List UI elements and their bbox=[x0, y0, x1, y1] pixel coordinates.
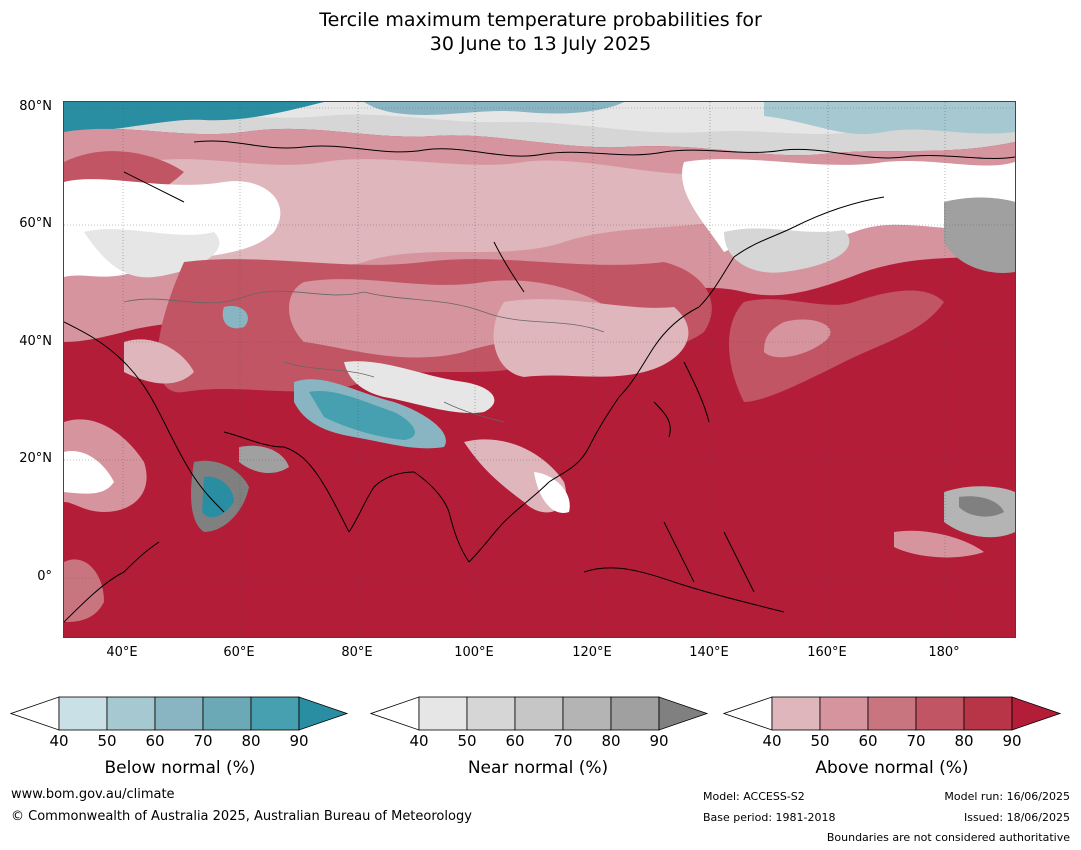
colorbar-segment bbox=[963, 696, 1013, 731]
lat-label-60n: 60°N bbox=[19, 216, 52, 231]
colorbar-segment bbox=[466, 696, 516, 731]
lon-label-120e: 120°E bbox=[572, 645, 612, 660]
issued-date: Issued: 18/06/2025 bbox=[963, 811, 1070, 824]
colorbar-tick-label: 60 bbox=[858, 732, 878, 750]
colorbar-above-label: Above normal (%) bbox=[815, 758, 969, 778]
colorbar-segment bbox=[915, 696, 965, 731]
map-title: Tercile maximum temperature probabilitie… bbox=[0, 8, 1081, 56]
copyright-text: © Commonwealth of Australia 2025, Austra… bbox=[11, 809, 472, 824]
colorbar-tick-label: 40 bbox=[49, 732, 69, 750]
lon-label-60e: 60°E bbox=[223, 645, 255, 660]
colorbar-segment bbox=[418, 696, 468, 731]
colorbar-segment bbox=[819, 696, 869, 731]
colorbar-above-normal bbox=[723, 696, 1062, 731]
title-line-2: 30 June to 13 July 2025 bbox=[429, 33, 652, 55]
colorbar-segment bbox=[610, 696, 660, 731]
colorbar-near-normal bbox=[370, 696, 709, 731]
colorbar-segment bbox=[867, 696, 917, 731]
colorbar-near-label: Near normal (%) bbox=[467, 758, 609, 778]
model-name: Model: ACCESS-S2 bbox=[703, 790, 805, 803]
colorbar-tick-label: 80 bbox=[241, 732, 261, 750]
colorbar-tick-label: 70 bbox=[906, 732, 926, 750]
lon-label-80e: 80°E bbox=[341, 645, 373, 660]
colorbar-segment bbox=[58, 696, 108, 731]
base-period: Base period: 1981-2018 bbox=[703, 811, 836, 824]
colorbar-segment bbox=[154, 696, 204, 731]
model-run-date: Model run: 16/06/2025 bbox=[944, 790, 1070, 803]
colorbar-extend-high bbox=[658, 696, 709, 731]
lon-label-40e: 40°E bbox=[106, 645, 138, 660]
title-line-1: Tercile maximum temperature probabilitie… bbox=[319, 9, 762, 31]
lon-label-180: 180° bbox=[928, 645, 960, 660]
probability-map bbox=[63, 101, 1016, 638]
map-canvas bbox=[64, 102, 1015, 637]
website-link[interactable]: www.bom.gov.au/climate bbox=[11, 787, 175, 802]
colorbar-tick-label: 90 bbox=[289, 732, 309, 750]
colorbar-segment bbox=[562, 696, 612, 731]
colorbar-extend-high bbox=[298, 696, 349, 731]
boundaries-disclaimer: Boundaries are not considered authoritat… bbox=[826, 831, 1070, 844]
colorbar-segment bbox=[771, 696, 821, 731]
lat-label-80n: 80°N bbox=[19, 99, 52, 114]
colorbar-tick-label: 50 bbox=[457, 732, 477, 750]
lat-label-20n: 20°N bbox=[19, 451, 52, 466]
colorbar-tick-label: 40 bbox=[762, 732, 782, 750]
lon-label-100e: 100°E bbox=[454, 645, 494, 660]
colorbar-tick-label: 50 bbox=[810, 732, 830, 750]
lon-label-140e: 140°E bbox=[689, 645, 729, 660]
colorbar-segment bbox=[106, 696, 156, 731]
colorbar-tick-label: 60 bbox=[145, 732, 165, 750]
colorbar-segment bbox=[250, 696, 300, 731]
colorbar-tick-label: 60 bbox=[505, 732, 525, 750]
colorbar-extend-low bbox=[10, 696, 60, 731]
colorbar-tick-label: 70 bbox=[553, 732, 573, 750]
colorbar-extend-low bbox=[723, 696, 773, 731]
lon-label-160e: 160°E bbox=[807, 645, 847, 660]
lat-label-40n: 40°N bbox=[19, 334, 52, 349]
colorbar-extend-high bbox=[1011, 696, 1062, 731]
colorbar-tick-label: 50 bbox=[97, 732, 117, 750]
colorbar-extend-low bbox=[370, 696, 420, 731]
colorbar-segment bbox=[514, 696, 564, 731]
colorbar-below-normal bbox=[10, 696, 349, 731]
colorbar-tick-label: 70 bbox=[193, 732, 213, 750]
colorbar-segment bbox=[202, 696, 252, 731]
colorbar-below-label: Below normal (%) bbox=[104, 758, 256, 778]
colorbar-tick-label: 90 bbox=[649, 732, 669, 750]
colorbar-tick-label: 80 bbox=[954, 732, 974, 750]
colorbar-tick-label: 80 bbox=[601, 732, 621, 750]
colorbar-tick-label: 40 bbox=[409, 732, 429, 750]
colorbar-tick-label: 90 bbox=[1002, 732, 1022, 750]
lat-label-0: 0° bbox=[37, 569, 52, 584]
